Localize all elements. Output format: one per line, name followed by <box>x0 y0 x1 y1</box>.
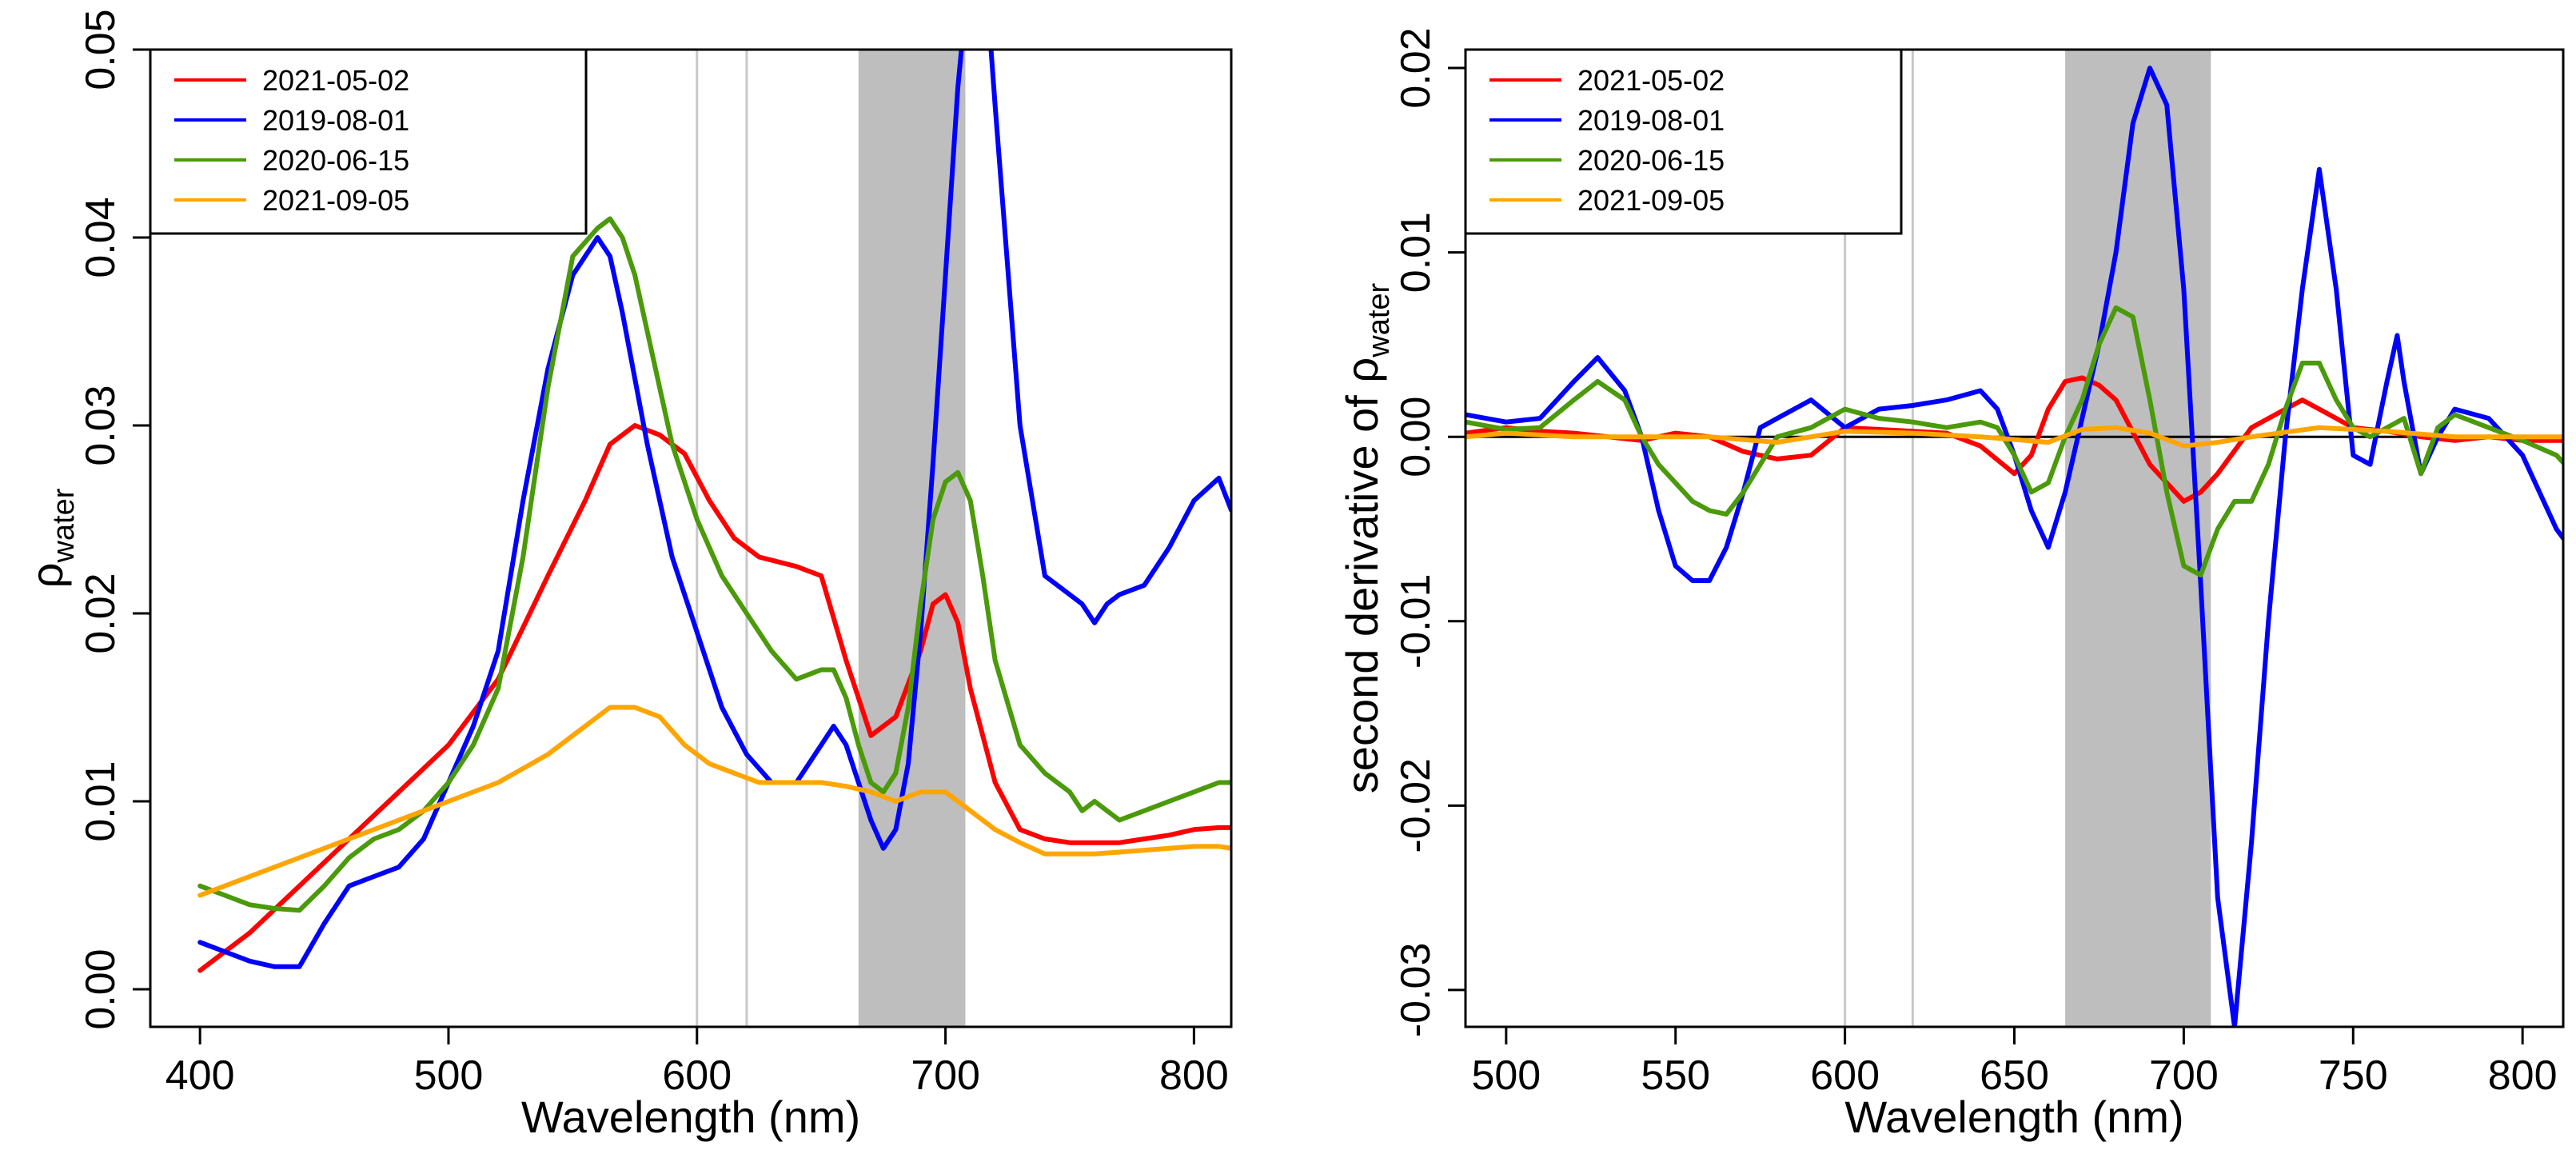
left-legend-label: 2020-06-15 <box>262 144 409 177</box>
right-x-tick-label: 550 <box>1641 1052 1710 1099</box>
left-series-2021-09-05 <box>197 705 1231 898</box>
right-legend-label: 2021-09-05 <box>1577 184 1725 217</box>
right-y-tick-label: 0.01 <box>1393 212 1439 293</box>
right-y-axis: -0.03 -0.02 -0.01 0.00 0.01 0.02 <box>1393 27 1465 1037</box>
left-series-group <box>197 50 1231 973</box>
left-y-axis-title-main: ρ <box>22 563 72 589</box>
left-y-axis-title-subscript: water <box>47 488 81 563</box>
left-series-2019-08-01 <box>197 50 1231 969</box>
left-y-tick-label: 0.02 <box>78 573 124 653</box>
left-legend-label: 2019-08-01 <box>262 104 409 137</box>
right-x-tick-label: 800 <box>2488 1052 2558 1099</box>
right-y-tick-label: -0.01 <box>1393 573 1439 669</box>
right-y-tick-label: -0.02 <box>1393 758 1439 853</box>
left-x-tick-label: 500 <box>414 1052 484 1099</box>
left-panel: 400 500 600 700 800 0.00 0.01 0.02 0.03 0.04 0.05… <box>22 9 1233 1142</box>
right-y-tick-label: 0.00 <box>1393 397 1439 477</box>
right-legend-label: 2021-05-02 <box>1577 64 1725 97</box>
right-shaded-band <box>2065 50 2211 1027</box>
right-y-axis-title-subscript: water <box>1362 282 1396 357</box>
left-x-axis-title: Wavelength (nm) <box>521 1092 860 1142</box>
right-y-axis-title-main: second derivative of ρ <box>1337 357 1387 793</box>
left-legend-label: 2021-09-05 <box>262 184 409 217</box>
right-legend-label: 2020-06-15 <box>1577 144 1725 177</box>
left-legend-label: 2021-05-02 <box>262 64 409 97</box>
left-y-axis: 0.00 0.01 0.02 0.03 0.04 0.05 <box>78 9 150 1030</box>
left-y-tick-label: 0.04 <box>78 197 124 278</box>
right-x-axis: 500 550 600 650 700 750 800 <box>1471 1027 2558 1099</box>
left-series-2021-05-02 <box>197 423 1231 973</box>
left-y-tick-label: 0.01 <box>78 761 124 841</box>
left-x-tick-label: 600 <box>662 1052 732 1099</box>
right-x-tick-label: 500 <box>1471 1052 1541 1099</box>
right-panel: 500 550 600 650 700 750 800 -0.03 -0.02 -0.01 0.0… <box>1337 27 2565 1142</box>
right-y-tick-label: -0.03 <box>1393 943 1439 1038</box>
right-series-2020-06-15 <box>1465 305 2563 578</box>
right-series-group <box>1465 66 2563 1027</box>
right-series-2021-09-05 <box>1465 425 2563 449</box>
right-y-axis-title: second derivative of ρwater <box>1337 282 1396 793</box>
left-series-2020-06-15 <box>197 216 1231 913</box>
left-y-axis-title: ρwater <box>22 488 81 588</box>
left-plot-frame <box>149 48 1233 1028</box>
left-x-tick-label: 700 <box>911 1052 980 1099</box>
right-legend: 2021-05-02 2019-08-01 2020-06-15 2021-09-05 <box>1464 48 1903 235</box>
left-y-tick-label: 0.03 <box>78 385 124 465</box>
left-legend: 2021-05-02 2019-08-01 2020-06-15 2021-09-05 <box>149 48 588 235</box>
right-x-axis-title: Wavelength (nm) <box>1844 1092 2183 1142</box>
left-y-tick-label: 0.05 <box>78 9 124 90</box>
left-y-tick-label: 0.00 <box>78 948 124 1029</box>
right-series-2019-08-01 <box>1465 66 2563 1027</box>
left-x-tick-label: 800 <box>1159 1052 1229 1099</box>
right-x-tick-label: 600 <box>1810 1052 1880 1099</box>
left-x-tick-label: 400 <box>165 1052 235 1099</box>
right-x-tick-label: 650 <box>1980 1052 2049 1099</box>
right-y-tick-label: 0.02 <box>1393 27 1439 108</box>
left-x-axis: 400 500 600 700 800 <box>165 1027 1229 1099</box>
right-x-tick-label: 700 <box>2149 1052 2219 1099</box>
right-x-tick-label: 750 <box>2319 1052 2388 1099</box>
right-series-2021-05-02 <box>1465 375 2563 504</box>
right-legend-label: 2019-08-01 <box>1577 104 1725 137</box>
